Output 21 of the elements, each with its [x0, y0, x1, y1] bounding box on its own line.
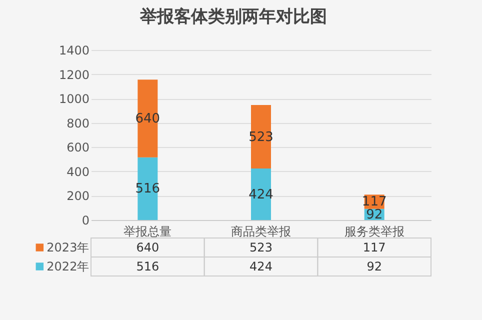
x-tick-label: 举报总量	[124, 224, 172, 238]
data-label: 523	[250, 240, 272, 254]
legend-label: 2023年	[46, 240, 90, 254]
chart-title: 举报客体类别两年对比图	[139, 7, 328, 27]
data-label: 640	[136, 240, 160, 254]
y-tick-label: 1400	[58, 44, 90, 58]
data-label: 92	[366, 260, 382, 274]
y-tick-label: 0	[82, 214, 90, 228]
x-tick-label: 商品类举报	[231, 224, 291, 238]
x-tick-label: 服务类举报	[344, 224, 404, 238]
data-label: 117	[362, 240, 386, 254]
y-tick-label: 1200	[58, 68, 90, 82]
legend-label: 2022年	[46, 260, 90, 274]
y-tick-label: 200	[66, 189, 90, 204]
data-label: 516	[136, 260, 160, 274]
data-label: 424	[250, 260, 272, 274]
y-tick-label: 600	[66, 140, 90, 155]
y-tick-label: 400	[66, 164, 90, 179]
y-tick-label: 1000	[58, 92, 90, 106]
text: 92	[366, 207, 383, 222]
y-tick-label: 800	[66, 116, 90, 130]
